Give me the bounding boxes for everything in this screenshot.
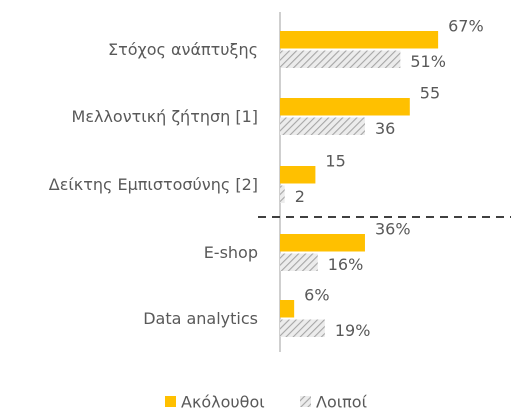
category-label: Στόχος ανάπτυξης bbox=[108, 40, 258, 59]
category-label: Data analytics bbox=[143, 309, 258, 328]
legend-swatch bbox=[300, 396, 311, 407]
value-label: 16% bbox=[328, 255, 364, 274]
category-label: Δείκτης Εμπιστοσύνης [2] bbox=[49, 175, 258, 194]
bar bbox=[280, 117, 365, 135]
bar bbox=[280, 234, 365, 252]
value-label: 55 bbox=[420, 84, 440, 103]
value-label: 36% bbox=[375, 220, 411, 239]
legend-label: Ακόλουθοι bbox=[181, 393, 265, 410]
value-label: 67% bbox=[448, 17, 484, 36]
bar bbox=[280, 98, 410, 116]
category-label: Μελλοντική ζήτηση [1] bbox=[72, 107, 258, 126]
legend-swatch bbox=[165, 396, 176, 407]
bar bbox=[280, 50, 401, 68]
value-label: 36 bbox=[375, 119, 395, 138]
value-label: 19% bbox=[335, 321, 371, 340]
bar bbox=[280, 185, 285, 203]
bar bbox=[280, 31, 439, 49]
legend-label: Λοιποί bbox=[316, 393, 368, 410]
bar bbox=[280, 253, 318, 271]
bar bbox=[280, 166, 316, 184]
bar bbox=[280, 300, 295, 318]
value-label: 2 bbox=[295, 187, 305, 206]
category-label: E-shop bbox=[204, 243, 258, 262]
bar bbox=[280, 319, 325, 337]
value-label: 51% bbox=[410, 52, 446, 71]
value-label: 15 bbox=[325, 152, 345, 171]
value-label: 6% bbox=[304, 286, 329, 305]
